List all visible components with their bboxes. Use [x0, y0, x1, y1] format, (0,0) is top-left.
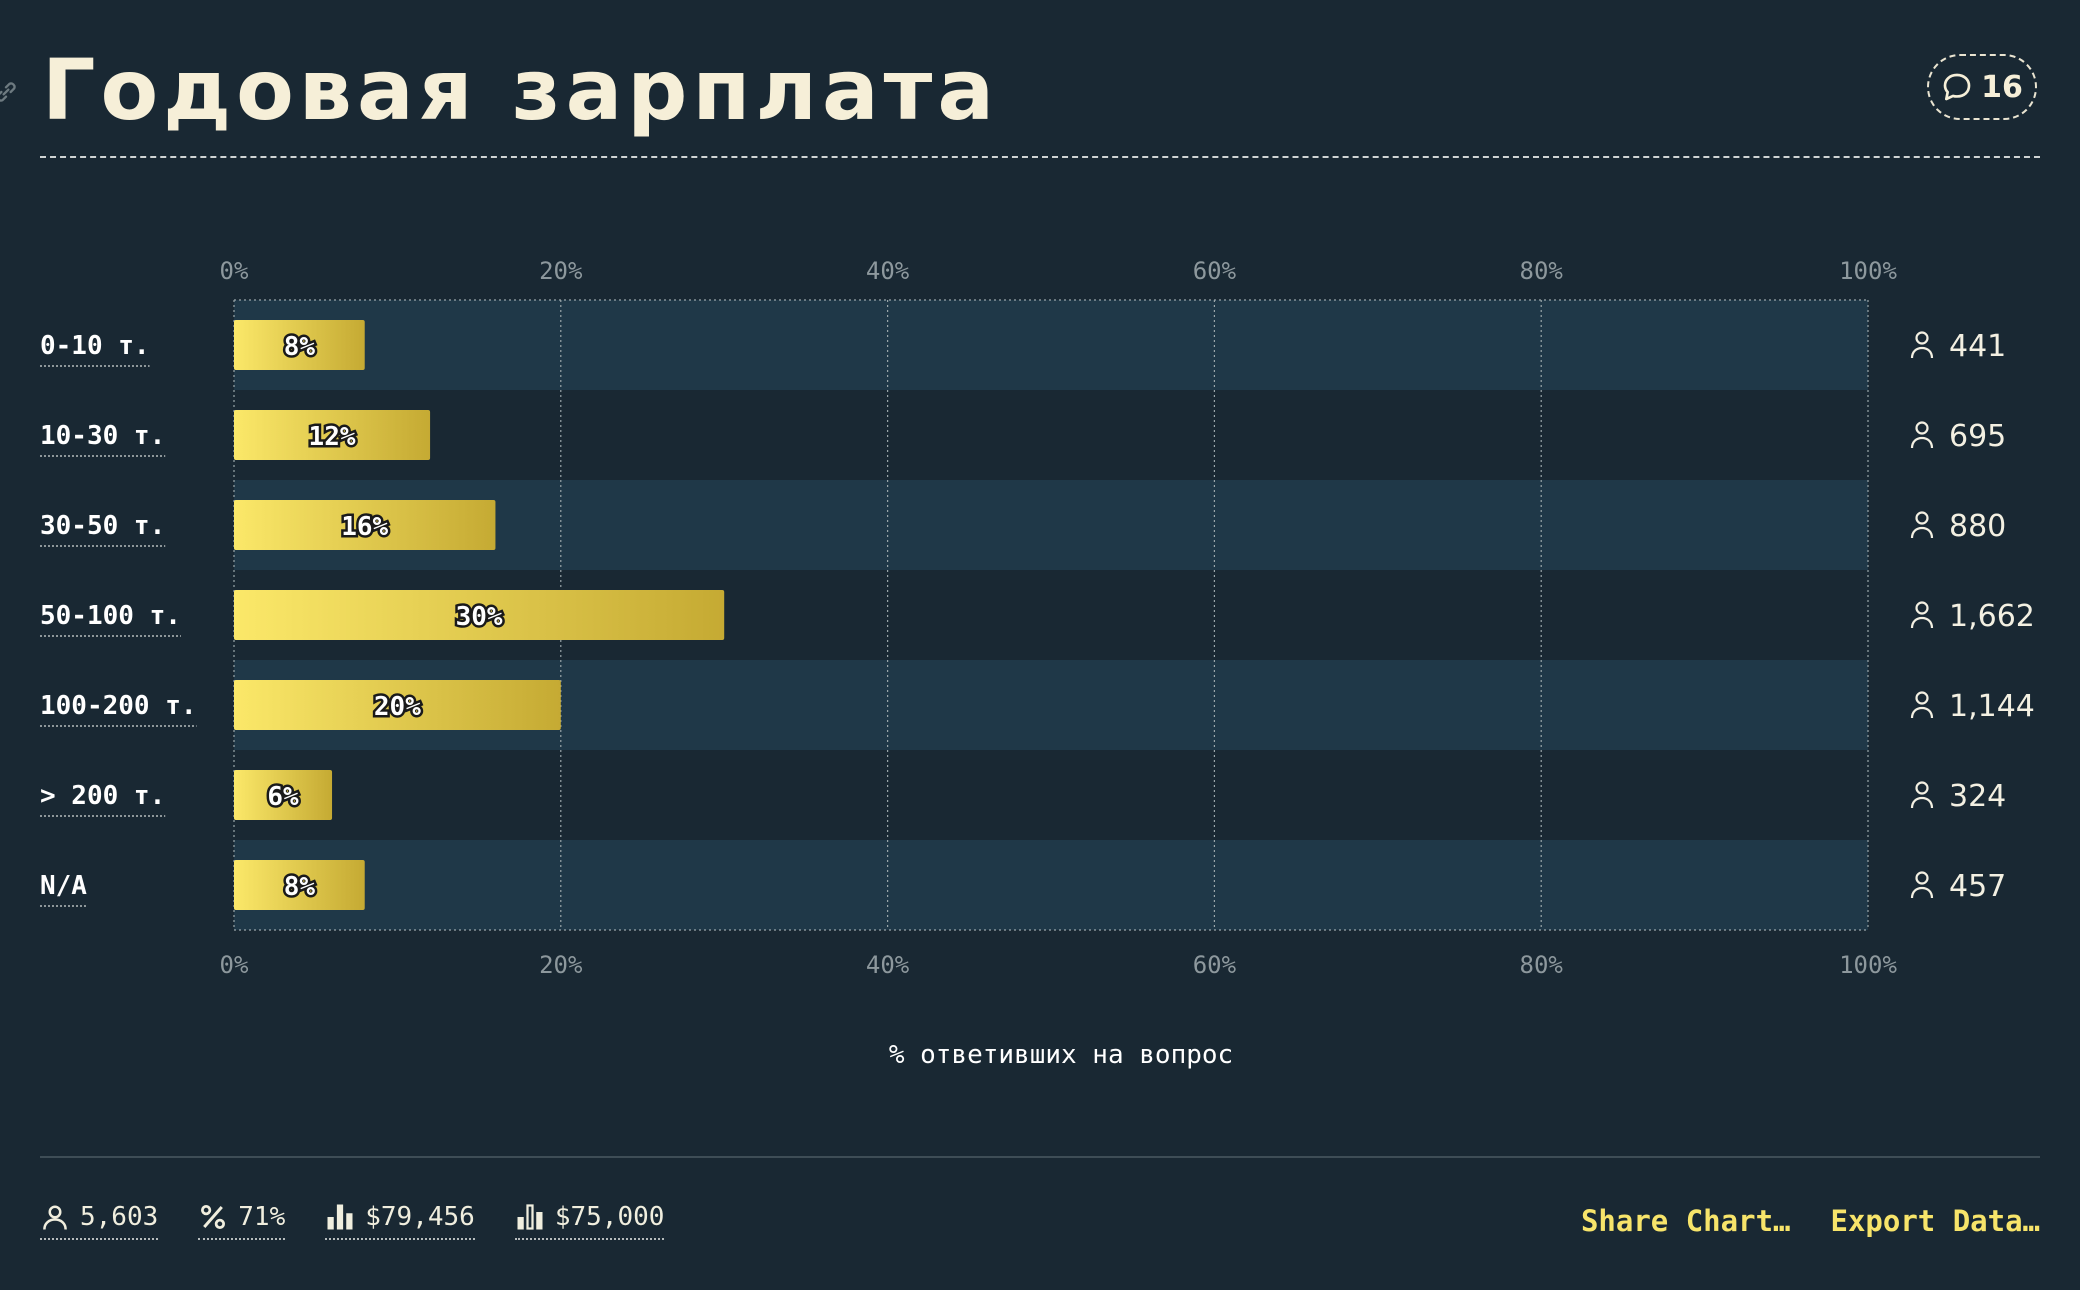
x-tick-label-bottom: 20% [539, 951, 583, 979]
x-tick-label-bottom: 40% [866, 951, 910, 979]
row-band [234, 480, 1868, 570]
bar [234, 680, 561, 730]
summary-stats: 5,603 71% $79,456 $75,000 [40, 1202, 665, 1240]
x-tick-label-bottom: 60% [1193, 951, 1237, 979]
bar [234, 410, 431, 460]
bar [234, 590, 725, 640]
respondents-value: 5,603 [80, 1202, 159, 1232]
percent-icon [201, 1205, 226, 1229]
respondent-count: 695 [1949, 419, 2006, 454]
title-divider [40, 156, 2040, 158]
respondent-count: 441 [1949, 329, 2006, 364]
category-label: 50-100 т. [40, 601, 181, 631]
average-value: $79,456 [365, 1202, 475, 1232]
link-icon[interactable] [0, 78, 20, 106]
bar-value-label: 6% [267, 782, 299, 812]
comments-button[interactable]: 16 [1927, 54, 2037, 120]
chart-title: Годовая зарплата [42, 41, 1000, 139]
respondent-count: 1,662 [1949, 599, 2035, 634]
category-label: 0-10 т. [40, 331, 150, 361]
row-band [234, 840, 1868, 930]
person-icon [1910, 691, 1934, 719]
x-tick-label-top: 40% [866, 257, 910, 285]
x-tick-label-top: 80% [1520, 257, 1564, 285]
footer-divider [40, 1156, 2040, 1158]
respondent-count: 324 [1949, 779, 2006, 814]
row-band [234, 300, 1868, 390]
x-tick-label-bottom: 0% [220, 951, 249, 979]
bar-value-label: 16% [341, 512, 388, 542]
category-label: N/A [40, 871, 87, 901]
category-label: > 200 т. [40, 781, 165, 811]
bar [234, 320, 365, 370]
bar-chart-outline-icon [517, 1204, 543, 1230]
x-tick-label-bottom: 80% [1520, 951, 1564, 979]
category-label: 10-30 т. [40, 421, 165, 451]
bar-value-label: 8% [284, 332, 316, 362]
bar [234, 860, 365, 910]
percentage-stat[interactable]: 71% [198, 1202, 286, 1240]
x-tick-label-top: 20% [539, 257, 583, 285]
person-icon [1910, 511, 1934, 539]
bar-value-label: 30% [456, 602, 503, 632]
person-icon [43, 1205, 67, 1230]
person-icon [1910, 781, 1934, 809]
x-tick-label-top: 60% [1193, 257, 1237, 285]
median-stat[interactable]: $75,000 [514, 1202, 665, 1240]
bar [234, 770, 333, 820]
export-data-link[interactable]: Export Data… [1830, 1204, 2040, 1238]
average-stat[interactable]: $79,456 [325, 1202, 475, 1240]
bar [234, 500, 496, 550]
share-chart-link[interactable]: Share Chart… [1580, 1204, 1791, 1238]
x-axis-label: % ответивших на вопрос [889, 1040, 1233, 1070]
bar-value-label: 12% [309, 422, 356, 452]
footer-actions: Share Chart… Export Data… [1581, 1204, 2040, 1238]
comment-bubble-icon [1943, 73, 1971, 101]
category-label: 30-50 т. [40, 511, 165, 541]
person-icon [1910, 601, 1934, 629]
respondents-stat[interactable]: 5,603 [40, 1202, 159, 1240]
person-icon [1910, 421, 1934, 449]
x-tick-label-top: 0% [220, 257, 249, 285]
respondent-count: 1,144 [1949, 689, 2035, 724]
comment-count: 16 [1981, 69, 2023, 105]
respondent-count: 880 [1949, 509, 2006, 544]
category-label: 100-200 т. [40, 691, 197, 721]
bar-value-label: 8% [284, 872, 316, 902]
x-tick-label-top: 100% [1839, 257, 1897, 285]
median-value: $75,000 [554, 1202, 665, 1232]
bar-value-label: 20% [374, 692, 421, 722]
x-tick-label-bottom: 100% [1839, 951, 1897, 979]
person-icon [1910, 871, 1934, 899]
bar-chart: 0% 0% 20% 20% 40% 40% 60% 60% 80% 80% 100% 100% 8% 0-… [40, 257, 2035, 1070]
respondent-count: 457 [1949, 869, 2006, 904]
person-icon [1910, 331, 1934, 359]
percentage-value: 71% [238, 1202, 286, 1232]
bar-chart-icon [327, 1204, 353, 1230]
